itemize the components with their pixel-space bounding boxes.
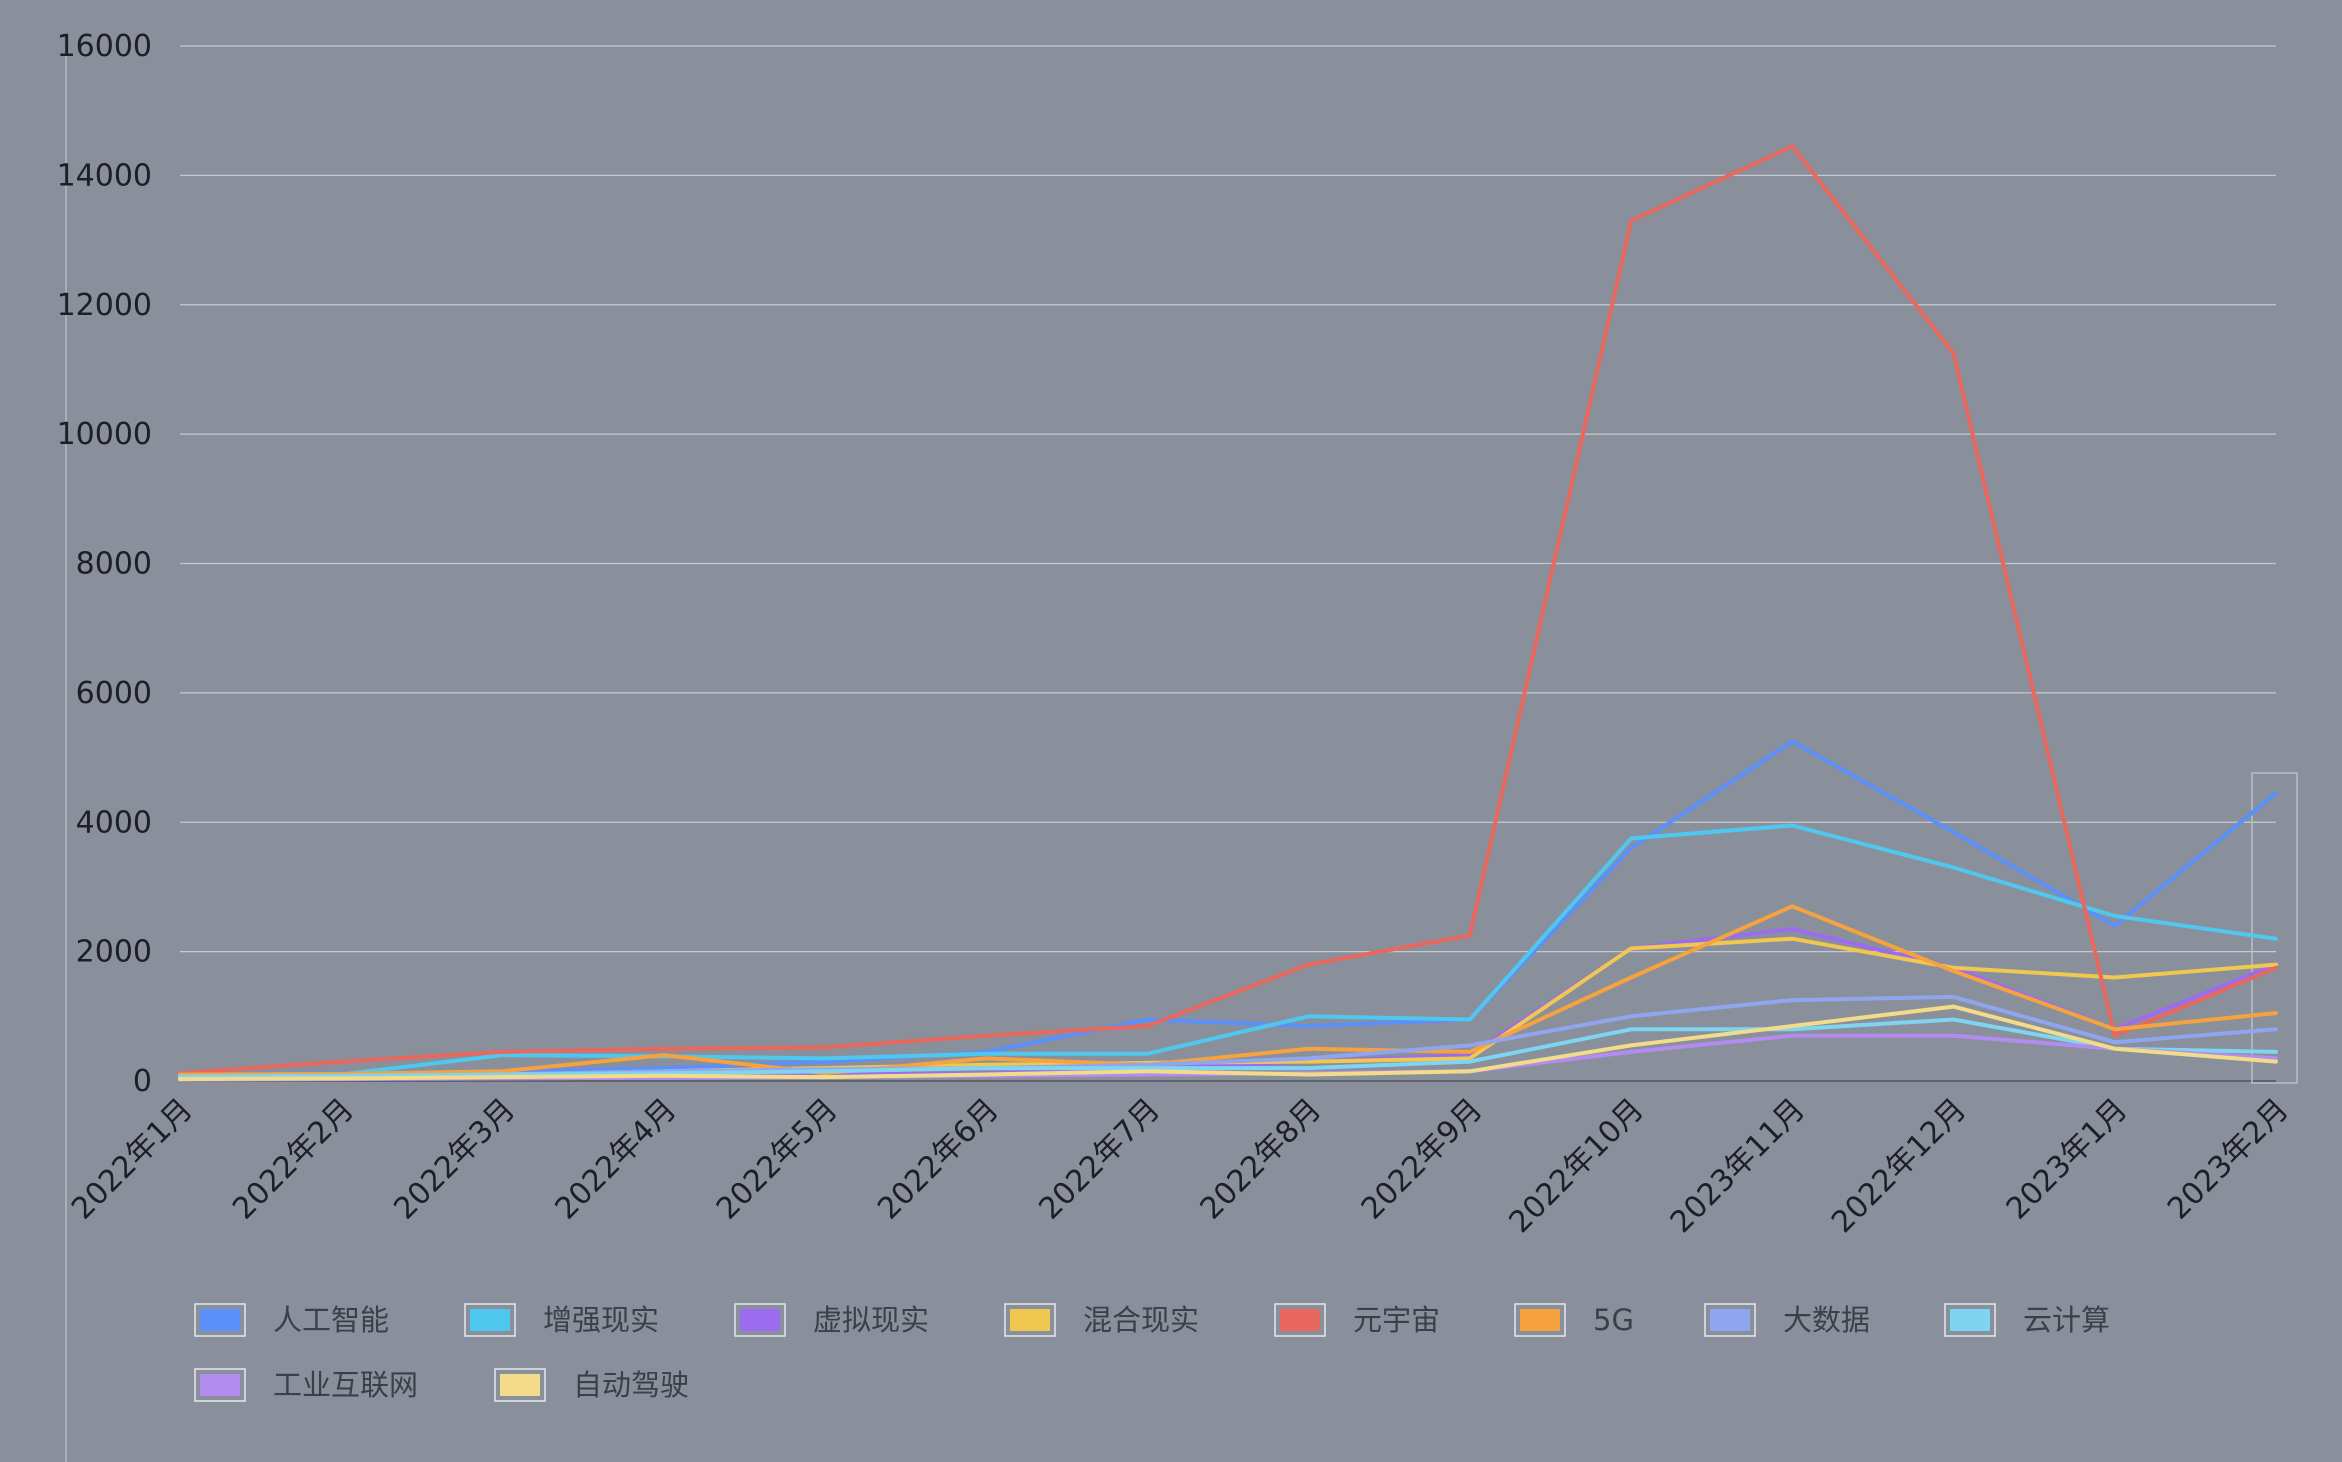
x-tick-label: 2022年8月 [1194, 1092, 1329, 1227]
y-tick-label: 2000 [76, 935, 152, 970]
legend-item-5[interactable]: 5G [1514, 1303, 1634, 1337]
legend-label: 虚拟现实 [813, 1303, 929, 1337]
legend-swatch-border [1004, 1303, 1056, 1337]
legend-item-0[interactable]: 人工智能 [194, 1303, 389, 1337]
legend-swatch [470, 1309, 510, 1331]
y-tick-label: 12000 [57, 288, 152, 323]
series-line-4 [178, 144, 2278, 1076]
x-tick-label: 2022年6月 [871, 1092, 1006, 1227]
legend-item-3[interactable]: 混合现实 [1004, 1303, 1199, 1337]
legend-label: 自动驾驶 [573, 1368, 689, 1402]
legend-label: 工业互联网 [273, 1368, 418, 1402]
legend-item-7[interactable]: 云计算 [1944, 1303, 2110, 1337]
y-tick-label: 10000 [57, 417, 152, 452]
legend-swatch-border [1704, 1303, 1756, 1337]
x-tick-label: 2022年3月 [387, 1092, 522, 1227]
legend-swatch-border [1944, 1303, 1996, 1337]
legend-label: 人工智能 [273, 1303, 389, 1337]
legend-swatch [500, 1374, 540, 1396]
x-tick-label: 2022年5月 [710, 1092, 845, 1227]
grid-lines [180, 45, 2276, 1082]
legend-item-2[interactable]: 虚拟现实 [734, 1303, 929, 1337]
x-tick-label: 2022年7月 [1032, 1092, 1167, 1227]
y-tick-label: 6000 [76, 676, 152, 711]
x-tick-label: 2023年1月 [2000, 1092, 2135, 1227]
legend-swatch [1950, 1309, 1990, 1331]
x-tick-label: 2022年9月 [1355, 1092, 1490, 1227]
hover-highlight-box [2251, 772, 2298, 1084]
legend-item-4[interactable]: 元宇宙 [1274, 1303, 1440, 1337]
x-tick-label: 2023年11月 [1664, 1092, 1812, 1240]
legend-label: 云计算 [2023, 1303, 2110, 1337]
y-tick-label: 16000 [57, 29, 152, 64]
legend-swatch [200, 1309, 240, 1331]
legend-label: 大数据 [1783, 1303, 1870, 1337]
legend-label: 混合现实 [1083, 1303, 1199, 1337]
legend-swatch-border [1274, 1303, 1326, 1337]
legend-swatch [1710, 1309, 1750, 1331]
x-tick-label: 2022年2月 [226, 1092, 361, 1227]
x-axis: 2022年1月 2022年2月 2022年3月 2022年4月 2022年5月 2022年… [65, 1092, 2296, 1240]
series-line-9 [178, 1004, 2278, 1082]
legend-swatch-border [1514, 1303, 1566, 1337]
legend-swatch [1280, 1309, 1320, 1331]
series-lines [178, 144, 2278, 1082]
y-axis: 0 2000 4000 6000 8000 10000 12000 14000 16000 [57, 29, 152, 1099]
legend-swatch-border [734, 1303, 786, 1337]
legend-swatch-border [464, 1303, 516, 1337]
legend-swatch-border [194, 1303, 246, 1337]
x-tick-label: 2022年1月 [65, 1092, 200, 1227]
legend-swatch [740, 1309, 780, 1331]
legend-item-8[interactable]: 工业互联网 [194, 1368, 418, 1402]
legend-label: 5G [1593, 1303, 1634, 1337]
legend-label: 增强现实 [543, 1303, 659, 1337]
legend-swatch [1010, 1309, 1050, 1331]
x-tick-label: 2023年2月 [2161, 1092, 2296, 1227]
y-tick-label: 14000 [57, 158, 152, 193]
y-tick-label: 4000 [76, 805, 152, 840]
series-line-5 [178, 904, 2278, 1077]
x-tick-label: 2022年12月 [1825, 1092, 1973, 1240]
legend-swatch [200, 1374, 240, 1396]
series-line-7 [178, 1017, 2278, 1079]
legend-swatch-border [194, 1368, 246, 1402]
legend-swatch [1520, 1309, 1560, 1331]
y-tick-label: 0 [133, 1064, 152, 1099]
series-line-1 [178, 823, 2278, 1078]
legend-item-9[interactable]: 自动驾驶 [494, 1368, 689, 1402]
legend-item-1[interactable]: 增强现实 [464, 1303, 659, 1337]
series-line-0 [178, 739, 2278, 1077]
y-tick-label: 8000 [76, 547, 152, 582]
x-tick-label: 2022年4月 [549, 1092, 684, 1227]
legend-item-6[interactable]: 大数据 [1704, 1303, 1870, 1337]
legend-label: 元宇宙 [1353, 1303, 1440, 1337]
legend-swatch-border [494, 1368, 546, 1402]
x-tick-label: 2022年10月 [1503, 1092, 1651, 1240]
